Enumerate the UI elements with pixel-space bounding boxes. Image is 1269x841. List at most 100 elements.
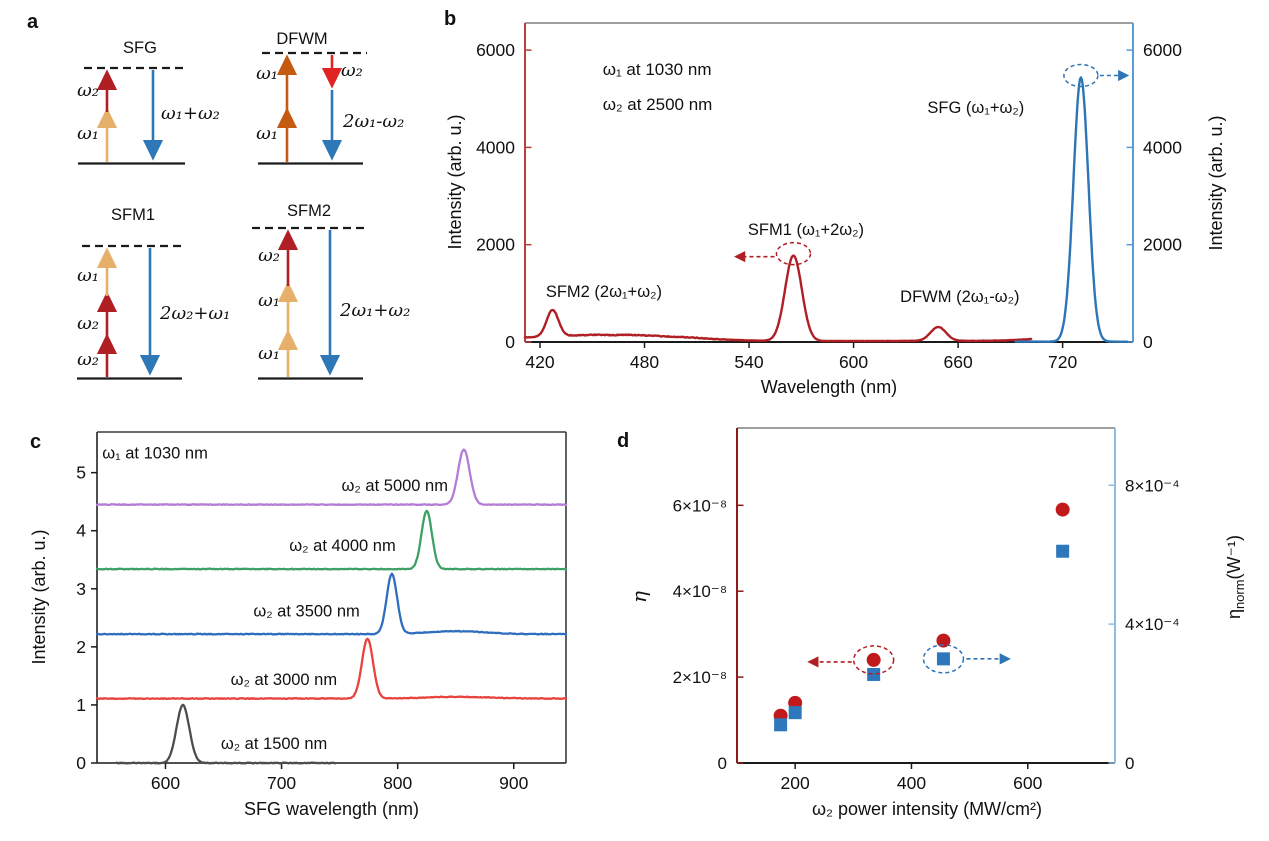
photon-label-w2: ω₂	[77, 80, 99, 101]
b-callout-ellipse	[775, 241, 812, 266]
d-left-y-tick-label: 6×10⁻⁸	[673, 496, 727, 515]
d-eta-norm-point	[867, 667, 881, 681]
c-y-tick-label: 5	[76, 463, 86, 483]
photon-label-w2: ω₂	[258, 245, 280, 266]
b-x-tick-label: 660	[943, 352, 972, 372]
d-left-y-axis-label: η	[627, 591, 651, 603]
c-spectrum-curve-4	[95, 509, 568, 571]
c-spectrum-curve-2	[95, 637, 568, 701]
d-eta-norm-point	[788, 706, 802, 720]
emission-label: ω₁+ω₂	[161, 103, 220, 124]
d-callout-ellipse	[922, 644, 965, 674]
b-x-tick-label: 540	[734, 352, 763, 372]
c-y-tick-label: 4	[76, 521, 86, 541]
diagram-title: DFWM	[276, 30, 327, 48]
b-pump-note-2: ω₂ at 2500 nm	[603, 95, 713, 114]
photon-label-w2: ω₂	[341, 60, 363, 81]
d-right-y-tick-label: 8×10⁻⁴	[1125, 476, 1180, 495]
panel-a: SFG ω₂ ω₁ ω₁+ω₂ DFWM ω₁ ω₁ ω₂ 2ω₁-ω₂	[77, 30, 410, 380]
photon-label-w2-upper: ω₂	[77, 313, 99, 334]
photon-label-w1: ω₁	[77, 123, 99, 144]
d-eta-norm-point	[1056, 544, 1070, 558]
d-eta-point	[936, 633, 951, 648]
photon-label-w1-lower: ω₁	[256, 123, 278, 144]
c-curve-label-2: ω₂ at 3000 nm	[231, 671, 337, 689]
c-spectrum-curve-5	[95, 448, 568, 507]
photon-label-w1-upper: ω₁	[258, 290, 280, 311]
b-x-tick-label: 480	[630, 352, 659, 372]
panel-c-label: c	[30, 431, 41, 453]
c-x-tick-label: 800	[383, 773, 412, 793]
panel-c-sfg-wavelength-plot: 600 700 800 900 SFG wavelength (nm) 0 1 2 3 4 5 Int…	[29, 431, 568, 819]
b-x-tick-label: 420	[525, 352, 554, 372]
b-peak-label: SFM1 (ω₁+2ω₂)	[748, 221, 864, 239]
emission-label: 2ω₁-ω₂	[342, 111, 404, 132]
diagram-sfm2: SFM2 ω₂ ω₁ ω₁ 2ω₁+ω₂	[252, 202, 410, 380]
b-callout-ellipse	[1063, 63, 1099, 88]
diagram-title: SFM1	[111, 206, 155, 224]
diagram-sfg: SFG ω₂ ω₁ ω₁+ω₂	[77, 39, 220, 165]
b-x-tick-label: 600	[839, 352, 868, 372]
c-x-tick-label: 700	[267, 773, 296, 793]
c-y-tick-label: 0	[76, 753, 86, 773]
b-peak-label: SFM2 (2ω₁+ω₂)	[546, 283, 662, 301]
d-eta-norm-point	[936, 652, 950, 666]
b-left-y-axis-label: Intensity (arb. u.)	[445, 114, 465, 249]
b-left-y-tick-label: 4000	[476, 137, 515, 157]
c-spectrum-curve-3	[95, 572, 568, 636]
b-right-y-tick-label: 4000	[1143, 137, 1182, 157]
d-eta-point	[866, 652, 881, 667]
c-x-axis-label: SFG wavelength (nm)	[244, 799, 419, 819]
photon-label-w1-lower: ω₁	[258, 343, 280, 364]
b-left-y-tick-label: 6000	[476, 40, 515, 60]
b-pump-note-1: ω₁ at 1030 nm	[603, 60, 712, 79]
panel-a-label: a	[27, 11, 39, 33]
c-x-tick-label: 600	[151, 773, 180, 793]
c-curve-label-3: ω₂ at 3500 nm	[253, 602, 359, 620]
panel-b-spectrum-plot: 420 480 540 600 660 720 Wavelength (nm) 0 0 2000 2…	[445, 22, 1226, 397]
panel-b-label: b	[444, 8, 456, 30]
d-x-tick-label: 400	[897, 773, 926, 793]
d-eta-norm-point	[774, 718, 788, 732]
b-red-spectrum-curve	[523, 254, 1033, 343]
d-x-tick-label: 200	[781, 773, 810, 793]
b-x-axis-label: Wavelength (nm)	[761, 377, 897, 397]
d-right-y-axis-label: ηnorm(W⁻¹)	[1224, 535, 1247, 619]
c-y-axis-label: Intensity (arb. u.)	[29, 529, 49, 664]
c-spectrum-curve-1	[115, 703, 337, 765]
c-curve-label-4: ω₂ at 4000 nm	[289, 537, 395, 555]
diagram-sfm1: SFM1 ω₁ ω₂ ω₂ 2ω₂+ω₁	[77, 206, 230, 380]
panel-d-efficiency-scatter-plot: 200 400 600 ω₂ power intensity (MW/cm²) 0 2×1…	[627, 427, 1247, 819]
c-y-tick-label: 2	[76, 637, 86, 657]
c-curve-label-1: ω₂ at 1500 nm	[221, 735, 327, 753]
d-right-y-tick-label: 0	[1125, 754, 1134, 773]
photon-label-w2-lower: ω₂	[77, 349, 99, 370]
diagram-title: SFG	[123, 39, 157, 57]
diagram-dfwm: DFWM ω₁ ω₁ ω₂ 2ω₁-ω₂	[256, 30, 404, 165]
b-x-tick-label: 720	[1048, 352, 1077, 372]
d-x-tick-label: 600	[1013, 773, 1042, 793]
photon-label-w1-upper: ω₁	[256, 63, 278, 84]
emission-label: 2ω₂+ω₁	[159, 303, 230, 324]
b-peak-label: DFWM (2ω₁-ω₂)	[900, 288, 1019, 306]
d-right-y-tick-label: 4×10⁻⁴	[1125, 615, 1180, 634]
c-x-tick-label: 900	[499, 773, 528, 793]
b-right-y-axis-label: Intensity (arb. u.)	[1206, 115, 1226, 250]
d-x-axis-label: ω₂ power intensity (MW/cm²)	[812, 799, 1042, 819]
c-pump-note: ω₁ at 1030 nm	[102, 444, 208, 462]
emission-label: 2ω₁+ω₂	[339, 300, 410, 321]
d-eta-point	[1055, 502, 1070, 517]
c-y-tick-label: 3	[76, 579, 86, 599]
c-curve-label-5: ω₂ at 5000 nm	[342, 477, 448, 495]
d-left-y-tick-label: 2×10⁻⁸	[673, 668, 727, 687]
panel-d-label: d	[617, 430, 629, 452]
b-right-y-tick-label: 6000	[1143, 40, 1182, 60]
diagram-title: SFM2	[287, 202, 331, 220]
b-left-y-tick-label: 2000	[476, 235, 515, 255]
b-sfg-spectrum-curve	[1014, 76, 1129, 343]
b-left-y-tick-label: 0	[505, 332, 515, 352]
photon-label-w1: ω₁	[77, 265, 99, 286]
d-left-y-tick-label: 0	[718, 754, 727, 773]
